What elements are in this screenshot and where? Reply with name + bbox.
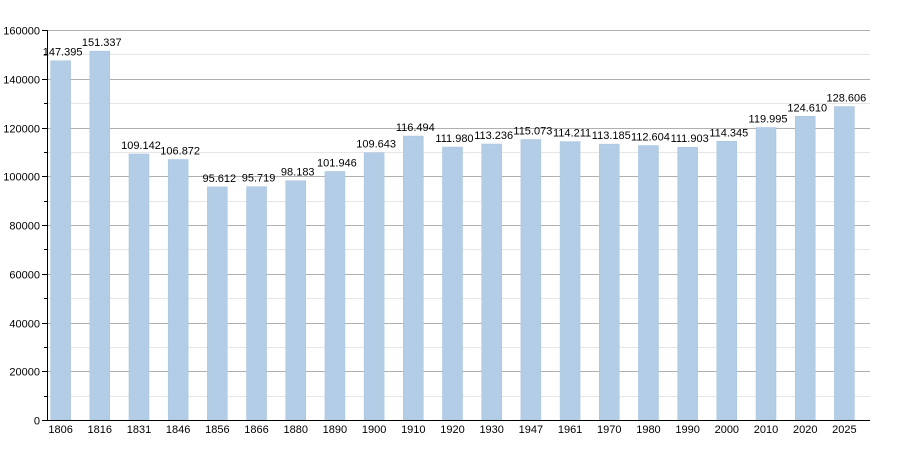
labels: 0 20000 40000 60000 80000 100000 120000 140000 1… (3, 26, 866, 437)
bar-1856 (207, 186, 228, 421)
bar-1970 (599, 143, 620, 421)
bar-2000 (716, 141, 738, 421)
bar-1806 (50, 60, 71, 421)
data-label-1880: 98.183 (281, 167, 315, 179)
data-label-1947: 115.073 (513, 126, 552, 138)
data-label-1980: 112.604 (631, 132, 670, 144)
x-tick-label-2025: 2025 (832, 424, 856, 436)
bar-1980 (638, 145, 659, 421)
x-tick-label-2000: 2000 (715, 424, 739, 436)
bar-1890 (324, 171, 346, 421)
x-tick-label-1947: 1947 (519, 424, 543, 436)
x-tick-label-1890: 1890 (323, 424, 347, 436)
y-tick-label: 80000 (9, 221, 40, 233)
data-label-1990: 111.903 (671, 133, 709, 145)
y-tick-label: 140000 (3, 75, 40, 87)
data-label-1866: 95.719 (242, 173, 276, 185)
data-label-1961: 114.211 (553, 128, 591, 140)
bar-1920 (442, 146, 463, 421)
bar-1930 (481, 143, 502, 421)
x-tick-label-1880: 1880 (283, 424, 307, 436)
x-tick-label-1990: 1990 (675, 424, 699, 436)
data-label-1930: 113.236 (474, 130, 513, 142)
x-tick-label-1846: 1846 (166, 424, 190, 436)
y-tick-label: 40000 (9, 319, 40, 331)
bar-1947 (520, 139, 542, 421)
bar-1990 (677, 146, 698, 421)
bar-1866 (246, 186, 267, 421)
x-tick-label-1856: 1856 (205, 424, 229, 436)
y-tick-label: 0 (34, 416, 40, 428)
x-tick-label-2020: 2020 (793, 424, 817, 436)
bar-2010 (755, 127, 777, 421)
x-tick-label-1866: 1866 (244, 424, 268, 436)
bar-1831 (128, 153, 150, 421)
bar-1880 (285, 180, 306, 421)
data-label-1806: 147.395 (43, 47, 83, 59)
axes (42, 30, 870, 421)
x-tick-label-2010: 2010 (754, 424, 778, 436)
data-label-1910: 116.494 (396, 122, 435, 134)
bar-2025 (834, 106, 855, 421)
x-tick-label-1900: 1900 (362, 424, 386, 436)
x-tick-label-1930: 1930 (479, 424, 503, 436)
x-tick-label-1806: 1806 (48, 424, 72, 436)
x-tick-label-1961: 1961 (558, 424, 582, 436)
x-tick-label-1980: 1980 (636, 424, 660, 436)
bar-1816 (89, 50, 111, 421)
data-label-2020: 124.610 (787, 102, 827, 114)
bar-1910 (403, 135, 424, 421)
data-label-1920: 111.980 (435, 133, 473, 145)
data-label-2025: 128.606 (827, 93, 867, 105)
x-tick-label-1816: 1816 (88, 424, 112, 436)
bar-1961 (559, 141, 581, 421)
data-label-1970: 113.185 (592, 130, 631, 142)
x-tick-label-1831: 1831 (127, 424, 151, 436)
data-label-1856: 95.612 (203, 173, 237, 185)
data-label-1846: 106.872 (160, 145, 200, 157)
data-label-1831: 109.142 (121, 140, 161, 152)
x-tick-label-1970: 1970 (597, 424, 621, 436)
data-label-2010: 119.995 (749, 114, 788, 126)
data-label-1816: 151.337 (82, 37, 122, 49)
data-label-1890: 101.946 (317, 158, 357, 170)
bar-1846 (167, 159, 189, 421)
bar-2020 (794, 116, 816, 421)
bar-1900 (363, 152, 385, 421)
x-tick-label-1910: 1910 (401, 424, 425, 436)
y-tick-label: 100000 (3, 172, 40, 184)
y-tick-label: 120000 (3, 124, 40, 136)
y-tick-label: 60000 (9, 270, 40, 282)
x-tick-label-1920: 1920 (440, 424, 464, 436)
data-label-1900: 109.643 (356, 139, 396, 151)
data-label-2000: 114.345 (709, 127, 748, 139)
y-tick-label: 160000 (3, 26, 40, 38)
bars (50, 50, 855, 421)
y-tick-label: 20000 (9, 367, 40, 379)
